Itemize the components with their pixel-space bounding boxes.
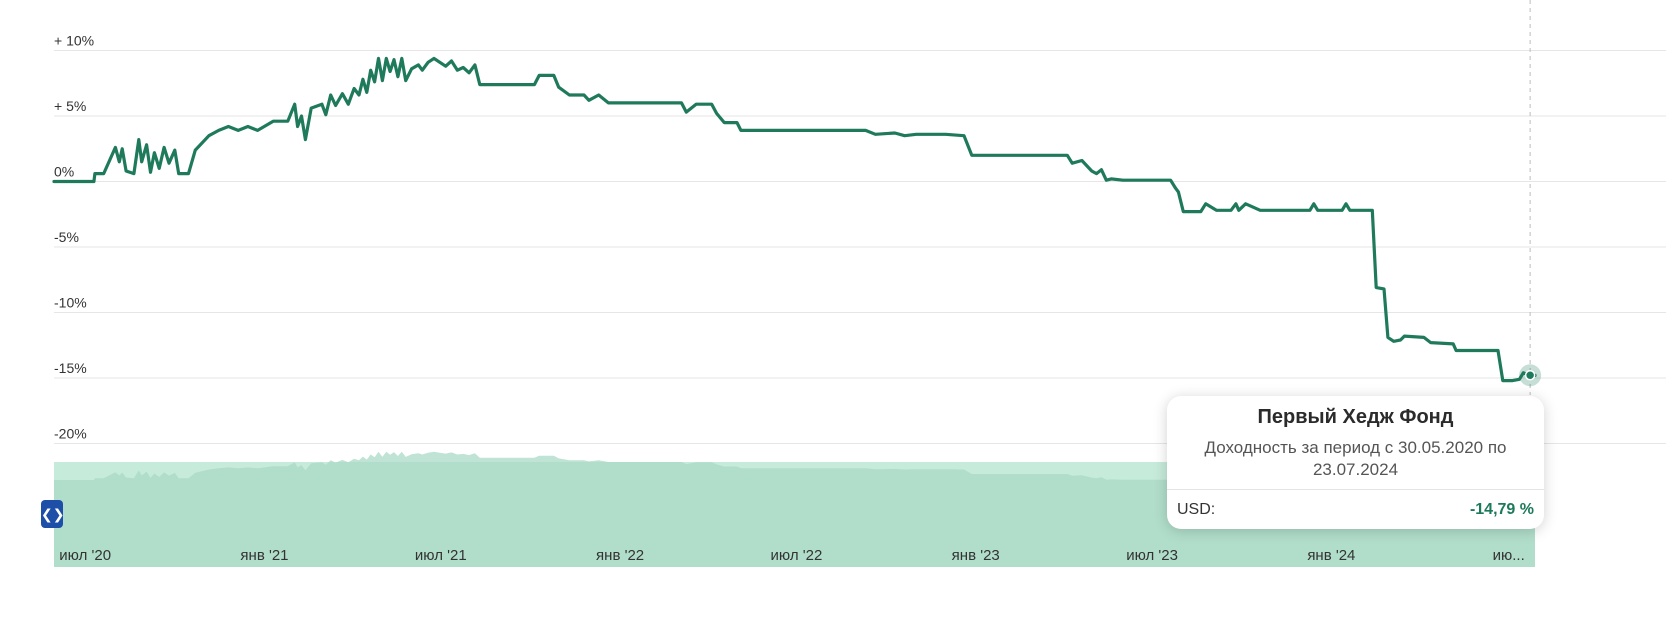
y-tick-label: 0% <box>54 164 74 180</box>
x-tick-label: июл '23 <box>1126 547 1178 564</box>
x-tick-label: янв '22 <box>596 547 644 564</box>
y-tick-label: -5% <box>54 229 79 245</box>
y-tick-label: + 5% <box>54 98 86 114</box>
highlight-marker <box>1519 364 1542 387</box>
series-group <box>52 56 1537 383</box>
x-tick-label: янв '21 <box>240 547 288 564</box>
tooltip-title: Первый Хедж Фонд <box>1257 406 1454 428</box>
highlight-point <box>1524 369 1536 381</box>
y-tick-label: -15% <box>54 360 87 376</box>
x-axis-labels: июл '20 янв '21 июл '21 янв '22 июл '22 янв '… <box>59 547 1524 564</box>
grid-lines <box>54 50 1666 444</box>
tooltip: Первый Хедж Фонд Доходность за период с … <box>1167 396 1544 529</box>
x-tick-label: ию... <box>1493 547 1525 564</box>
y-tick-label: -10% <box>54 295 87 311</box>
navigator-handle-icon[interactable]: ❮❯ <box>41 500 64 528</box>
y-tick-label: + 10% <box>54 33 94 49</box>
tooltip-currency: USD: <box>1177 501 1216 518</box>
tooltip-subtitle: Доходность за период с 30.05.2020 по 23.… <box>1204 438 1507 479</box>
navigator-area <box>54 451 1535 567</box>
tooltip-value: -14,79 % <box>1469 501 1534 518</box>
x-tick-label: июл '22 <box>771 547 823 564</box>
x-tick-label: янв '24 <box>1307 547 1355 564</box>
x-tick-label: июл '20 <box>59 547 111 564</box>
series-line <box>52 56 1537 383</box>
x-tick-label: июл '21 <box>415 547 467 564</box>
tooltip-divider <box>1167 489 1544 490</box>
y-tick-label: -20% <box>54 426 87 442</box>
x-tick-label: янв '23 <box>952 547 1000 564</box>
y-axis-labels: + 10% + 5% 0% -5% -10% -15% -20% <box>54 33 94 442</box>
